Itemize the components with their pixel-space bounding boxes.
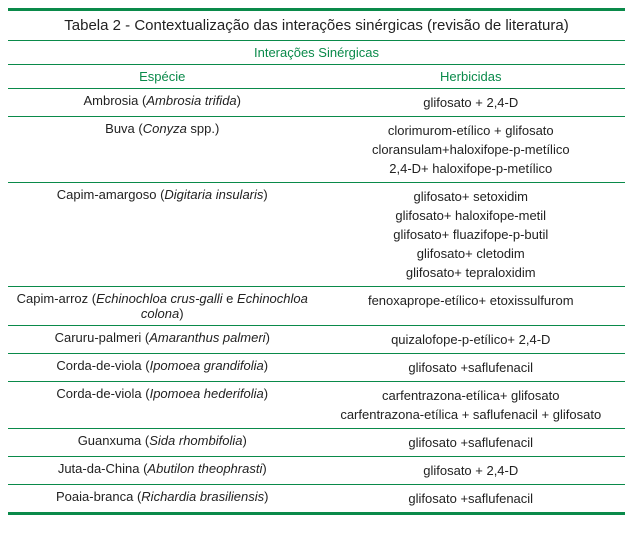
herbicide-entry: carfentrazona-etílica+ glifosato bbox=[321, 386, 622, 405]
scientific-name: Ambrosia trifida bbox=[146, 93, 236, 108]
scientific-name: Amaranthus palmeri bbox=[149, 330, 265, 345]
herbicides-cell: clorimurom-etílico + glifosatocloransula… bbox=[317, 117, 626, 182]
col-header-species: Espécie bbox=[8, 65, 317, 88]
scientific-name: Richardia brasiliensis bbox=[141, 489, 264, 504]
species-cell: Capim-arroz (Echinochloa crus-galli e Ec… bbox=[8, 287, 317, 325]
species-cell: Guanxuma (Sida rhombifolia) bbox=[8, 429, 317, 456]
herbicide-entry: fenoxaprope-etílico+ etoxissulfurom bbox=[321, 291, 622, 310]
table-row: Corda-de-viola (Ipomoea hederifolia) carf… bbox=[8, 382, 625, 429]
scientific-name: Ipomoea hederifolia bbox=[150, 386, 264, 401]
species-cell: Capim-amargoso (Digitaria insularis) bbox=[8, 183, 317, 286]
species-label: Buva (Conyza spp.) bbox=[105, 121, 219, 136]
herbicides-cell: fenoxaprope-etílico+ etoxissulfurom bbox=[317, 287, 626, 325]
species-cell: Corda-de-viola (Ipomoea grandifolia) bbox=[8, 354, 317, 381]
herbicide-entry: quizalofope-p-etílico+ 2,4-D bbox=[321, 330, 622, 349]
species-label: Ambrosia (Ambrosia trifida) bbox=[83, 93, 241, 108]
table-row: Capim-amargoso (Digitaria insularis) glif… bbox=[8, 183, 625, 287]
herbicide-entry: glifosato+ setoxidim bbox=[321, 187, 622, 206]
species-cell: Juta-da-China (Abutilon theophrasti) bbox=[8, 457, 317, 484]
herbicide-entry: clorimurom-etílico + glifosato bbox=[321, 121, 622, 140]
herbicides-cell: glifosato + 2,4-D bbox=[317, 89, 626, 116]
table-row: Caruru-palmeri (Amaranthus palmeri) quiza… bbox=[8, 326, 625, 354]
herbicide-entry: glifosato+ fluazifope-p-butil bbox=[321, 225, 622, 244]
table-row: Poaia-branca (Richardia brasiliensis) gli… bbox=[8, 485, 625, 512]
herbicides-cell: quizalofope-p-etílico+ 2,4-D bbox=[317, 326, 626, 353]
species-cell: Buva (Conyza spp.) bbox=[8, 117, 317, 182]
herbicide-entry: glifosato +saflufenacil bbox=[321, 433, 622, 452]
herbicides-cell: carfentrazona-etílica+ glifosatocarfentr… bbox=[317, 382, 626, 428]
herbicide-entry: glifosato + 2,4-D bbox=[321, 461, 622, 480]
species-cell: Caruru-palmeri (Amaranthus palmeri) bbox=[8, 326, 317, 353]
herbicide-entry: carfentrazona-etílica + saflufenacil + g… bbox=[321, 405, 622, 424]
table-row: Guanxuma (Sida rhombifolia) glifosato +sa… bbox=[8, 429, 625, 457]
scientific-name: Sida rhombifolia bbox=[149, 433, 242, 448]
table-row: Capim-arroz (Echinochloa crus-galli e Ec… bbox=[8, 287, 625, 326]
species-label: Corda-de-viola (Ipomoea hederifolia) bbox=[56, 386, 268, 401]
species-label: Guanxuma (Sida rhombifolia) bbox=[78, 433, 247, 448]
herbicide-entry: glifosato+ tepraloxidim bbox=[321, 263, 622, 282]
table-row: Ambrosia (Ambrosia trifida) glifosato + 2… bbox=[8, 89, 625, 117]
species-cell: Poaia-branca (Richardia brasiliensis) bbox=[8, 485, 317, 512]
species-label: Juta-da-China (Abutilon theophrasti) bbox=[58, 461, 267, 476]
herbicide-entry: glifosato+ cletodim bbox=[321, 244, 622, 263]
col-header-herbicides: Herbicidas bbox=[317, 65, 626, 88]
species-label: Capim-arroz (Echinochloa crus-galli e Ec… bbox=[12, 291, 313, 321]
herbicide-entry: glifosato + 2,4-D bbox=[321, 93, 622, 112]
scientific-name: Echinochloa crus-galli bbox=[96, 291, 222, 306]
herbicide-entry: glifosato +saflufenacil bbox=[321, 489, 622, 508]
species-label: Poaia-branca (Richardia brasiliensis) bbox=[56, 489, 268, 504]
herbicide-entry: glifosato +saflufenacil bbox=[321, 358, 622, 377]
herbicide-entry: 2,4-D+ haloxifope-p-metílico bbox=[321, 159, 622, 178]
herbicides-cell: glifosato +saflufenacil bbox=[317, 429, 626, 456]
herbicide-entry: glifosato+ haloxifope-metil bbox=[321, 206, 622, 225]
species-cell: Corda-de-viola (Ipomoea hederifolia) bbox=[8, 382, 317, 428]
species-label: Capim-amargoso (Digitaria insularis) bbox=[57, 187, 268, 202]
herbicides-cell: glifosato +saflufenacil bbox=[317, 354, 626, 381]
species-cell: Ambrosia (Ambrosia trifida) bbox=[8, 89, 317, 116]
scientific-name: Conyza bbox=[143, 121, 187, 136]
herbicides-cell: glifosato + 2,4-D bbox=[317, 457, 626, 484]
scientific-name: Abutilon theophrasti bbox=[147, 461, 262, 476]
herbicides-cell: glifosato+ setoxidimglifosato+ haloxifop… bbox=[317, 183, 626, 286]
table-row: Buva (Conyza spp.) clorimurom-etílico + g… bbox=[8, 117, 625, 183]
scientific-name: Ipomoea grandifolia bbox=[150, 358, 264, 373]
table-title: Tabela 2 - Contextualização das interaçõ… bbox=[8, 11, 625, 41]
species-label: Corda-de-viola (Ipomoea grandifolia) bbox=[56, 358, 268, 373]
table-section-header: Interações Sinérgicas bbox=[8, 41, 625, 65]
table-body: Ambrosia (Ambrosia trifida) glifosato + 2… bbox=[8, 89, 625, 512]
scientific-name: Digitaria insularis bbox=[164, 187, 263, 202]
table-row: Corda-de-viola (Ipomoea grandifolia) glif… bbox=[8, 354, 625, 382]
table-column-headers: Espécie Herbicidas bbox=[8, 65, 625, 89]
herbicide-entry: cloransulam+haloxifope-p-metílico bbox=[321, 140, 622, 159]
species-label: Caruru-palmeri (Amaranthus palmeri) bbox=[55, 330, 270, 345]
table-row: Juta-da-China (Abutilon theophrasti) glif… bbox=[8, 457, 625, 485]
table-2: Tabela 2 - Contextualização das interaçõ… bbox=[8, 8, 625, 515]
herbicides-cell: glifosato +saflufenacil bbox=[317, 485, 626, 512]
